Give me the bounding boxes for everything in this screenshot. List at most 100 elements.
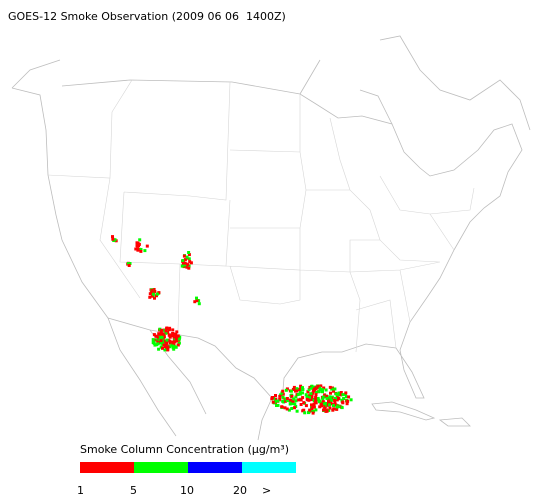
legend-tick-label: > [262, 484, 271, 497]
smoke-pixel [163, 348, 167, 352]
smoke-pixel [342, 397, 346, 400]
smoke-pixel [306, 390, 310, 394]
smoke-pixel [174, 332, 178, 336]
smoke-pixel [111, 237, 115, 241]
smoke-pixel [152, 288, 156, 291]
legend-tick-label: 1 [77, 484, 84, 497]
smoke-pixel [310, 398, 313, 402]
smoke-pixels [111, 235, 353, 415]
smoke-pixel [111, 235, 114, 239]
smoke-pixel [314, 390, 318, 394]
smoke-pixel [349, 398, 353, 402]
smoke-pixel [136, 247, 139, 251]
smoke-pixel [165, 326, 169, 330]
smoke-pixel [337, 391, 341, 395]
smoke-pixel [176, 338, 179, 342]
smoke-pixel [274, 397, 278, 401]
smoke-pixel [345, 402, 349, 406]
smoke-pixel [323, 406, 327, 410]
smoke-pixel [126, 262, 130, 266]
smoke-pixel [292, 385, 296, 389]
smoke-pixel [330, 402, 334, 406]
smoke-pixel [276, 399, 280, 403]
smoke-pixel [159, 330, 163, 334]
smoke-pixel [283, 406, 287, 410]
smoke-pixel [330, 395, 334, 399]
smoke-pixel [305, 395, 309, 398]
base-map [11, 35, 531, 441]
smoke-pixel [153, 343, 157, 347]
smoke-pixel [287, 408, 291, 412]
smoke-pixel [145, 244, 149, 248]
smoke-pixel [303, 411, 307, 415]
smoke-pixel [335, 405, 339, 409]
smoke-pixel [143, 249, 147, 253]
smoke-pixel [283, 399, 287, 403]
smoke-pixel [296, 393, 300, 396]
smoke-pixel [161, 339, 165, 343]
smoke-pixel [158, 327, 162, 331]
smoke-pixel [151, 338, 155, 342]
smoke-pixel [299, 384, 303, 388]
smoke-pixel [193, 300, 197, 304]
smoke-pixel [318, 405, 322, 409]
smoke-pixel [311, 404, 315, 408]
smoke-pixel [341, 400, 345, 404]
smoke-pixel [187, 253, 191, 257]
smoke-pixel [311, 411, 315, 415]
smoke-pixel [293, 406, 296, 410]
smoke-pixel [324, 409, 328, 413]
smoke-pixel [197, 299, 201, 303]
smoke-pixel [297, 398, 301, 402]
smoke-pixel [281, 395, 285, 399]
smoke-pixel [324, 388, 328, 392]
smoke-pixel [322, 386, 326, 390]
smoke-pixel [159, 332, 163, 336]
smoke-pixel [332, 389, 335, 393]
smoke-pixel [329, 391, 332, 395]
smoke-pixel [175, 330, 179, 334]
smoke-pixel [298, 388, 301, 391]
smoke-pixel [185, 255, 189, 259]
smoke-pixel [128, 262, 132, 265]
smoke-pixel [139, 249, 143, 253]
smoke-pixel [340, 406, 344, 410]
smoke-pixel [314, 399, 317, 403]
smoke-pixel [340, 398, 344, 402]
smoke-pixel [321, 397, 325, 401]
smoke-pixel [150, 288, 154, 292]
smoke-pixel [331, 408, 335, 412]
smoke-pixel [157, 347, 161, 351]
smoke-pixel [310, 384, 314, 388]
smoke-pixel [292, 397, 296, 401]
smoke-pixel [171, 341, 175, 345]
smoke-pixel [339, 391, 343, 394]
smoke-pixel [310, 403, 313, 407]
smoke-pixel [300, 388, 304, 391]
smoke-pixel [154, 334, 158, 338]
smoke-pixel [186, 263, 190, 267]
smoke-pixel [170, 343, 174, 347]
smoke-pixel [153, 296, 156, 300]
smoke-pixel [285, 399, 289, 403]
smoke-pixel [314, 408, 318, 412]
smoke-pixel [307, 411, 310, 415]
smoke-pixel [197, 302, 201, 306]
smoke-pixel [164, 329, 168, 333]
smoke-pixel [334, 396, 337, 400]
smoke-pixel [321, 390, 324, 394]
legend-tick-label: 5 [130, 484, 137, 497]
smoke-pixel [278, 394, 282, 398]
smoke-pixel [177, 341, 181, 345]
smoke-pixel [310, 395, 314, 399]
smoke-pixel [322, 408, 325, 412]
smoke-pixel [328, 385, 332, 389]
canada-outline [11, 35, 531, 131]
smoke-pixel [171, 328, 175, 332]
smoke-pixel [167, 328, 171, 332]
smoke-pixel [171, 333, 175, 337]
smoke-pixel [314, 393, 318, 397]
smoke-pixel [294, 395, 298, 399]
smoke-pixel [281, 389, 285, 393]
smoke-pixel [157, 340, 160, 344]
